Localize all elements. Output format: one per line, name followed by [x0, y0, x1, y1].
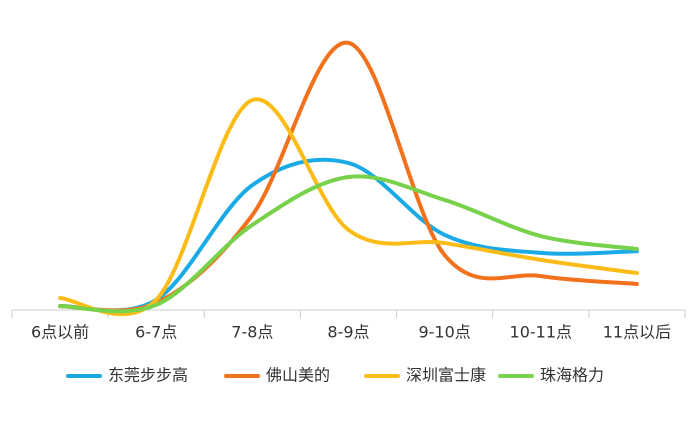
x-tick-label: 9-10点	[418, 323, 470, 342]
x-tick-label: 6-7点	[135, 323, 177, 342]
x-tick-label: 7-8点	[231, 323, 273, 342]
x-tick-label: 10-11点	[510, 323, 573, 342]
x-tick-label: 11点以后	[603, 323, 671, 342]
legend-label: 珠海格力	[540, 366, 604, 385]
legend-label: 深圳富士康	[406, 366, 486, 385]
series-line	[58, 157, 639, 313]
x-tick-label: 6点以前	[31, 323, 89, 342]
x-tick-label: 8-9点	[327, 323, 369, 342]
legend-label: 佛山美的	[266, 366, 330, 385]
series-line	[58, 97, 639, 317]
legend-label: 东莞步步高	[108, 366, 188, 385]
series-line	[58, 174, 639, 314]
